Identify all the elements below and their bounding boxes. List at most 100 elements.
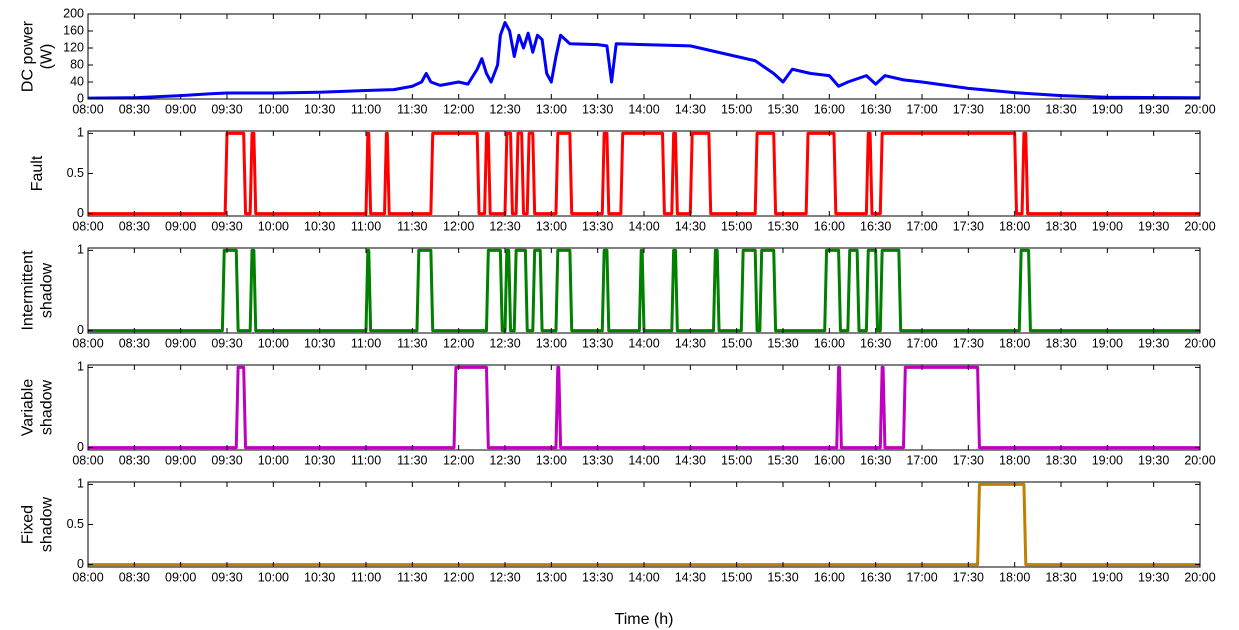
x-tick-label: 08:00 <box>72 219 103 233</box>
x-tick-label: 15:00 <box>721 570 752 584</box>
x-tick-label: 16:00 <box>814 570 845 584</box>
x-tick-label: 12:00 <box>443 570 474 584</box>
x-tick-label: 11:30 <box>397 219 427 233</box>
x-tick-label: 17:30 <box>953 453 984 467</box>
subplot: 08:00 08:30 09:00 09:30 10:00 10:30 11:00 11:30… <box>20 243 1216 351</box>
axes-box <box>87 13 1201 100</box>
x-tick-label: 08:30 <box>119 219 150 233</box>
subplot: 08:00 08:30 09:00 09:30 10:00 10:30 11:00 11:30… <box>20 6 1216 116</box>
x-tick-label: 16:30 <box>860 336 891 350</box>
x-tick-label: 16:00 <box>814 102 845 116</box>
x-tick-label: 11:00 <box>351 219 381 233</box>
x-tick-label: 14:00 <box>628 453 659 467</box>
x-tick-label: 13:30 <box>582 336 613 350</box>
y-tick-label: 0 <box>77 206 84 220</box>
plot-area <box>88 131 1200 216</box>
x-tick-label: 09:00 <box>165 102 196 116</box>
y-tick-label: 200 <box>63 6 84 20</box>
x-tick-label: 18:30 <box>1045 219 1076 233</box>
x-tick-label: 10:00 <box>258 102 289 116</box>
x-tick-label: 12:00 <box>443 453 474 467</box>
x-tick-label: 10:00 <box>258 570 289 584</box>
x-tick-label: 15:00 <box>721 453 752 467</box>
x-tick-label: 14:30 <box>675 453 706 467</box>
x-tick-label: 19:00 <box>1092 570 1123 584</box>
x-tick-label: 13:30 <box>582 102 613 116</box>
y-tick-label: 1 <box>77 243 84 257</box>
x-tick-label: 18:00 <box>999 570 1030 584</box>
x-tick-label: 10:30 <box>304 570 335 584</box>
x-tick-label: 14:30 <box>675 102 706 116</box>
x-tick-label: 09:00 <box>165 219 196 233</box>
x-tick-label: 11:00 <box>351 336 381 350</box>
x-tick-label: 15:00 <box>721 102 752 116</box>
x-tick-label: 14:30 <box>675 219 706 233</box>
x-tick-label: 18:00 <box>999 453 1030 467</box>
x-tick-label: 19:00 <box>1092 219 1123 233</box>
subplot: 08:00 08:30 09:00 09:30 10:00 10:30 11:00 11:30… <box>20 360 1216 468</box>
x-tick-label: 09:00 <box>165 570 196 584</box>
x-tick-label: 09:30 <box>211 219 242 233</box>
x-tick-label: 20:00 <box>1184 219 1215 233</box>
y-axis-label: shadow <box>39 379 56 435</box>
y-axis-label: shadow <box>39 262 56 318</box>
x-axis-label: Time (h) <box>615 611 674 628</box>
x-tick-label: 15:00 <box>721 336 752 350</box>
x-tick-label: 10:00 <box>258 219 289 233</box>
x-tick-label: 08:00 <box>72 570 103 584</box>
x-tick-label: 12:00 <box>443 102 474 116</box>
x-tick-label: 16:30 <box>860 102 891 116</box>
x-tick-label: 16:00 <box>814 453 845 467</box>
x-tick-label: 19:00 <box>1092 453 1123 467</box>
x-tick-label: 10:30 <box>304 336 335 350</box>
x-tick-label: 13:30 <box>582 219 613 233</box>
x-tick-label: 12:30 <box>489 453 520 467</box>
y-axis-label: shadow <box>39 496 56 552</box>
x-tick-label: 17:30 <box>953 336 984 350</box>
x-tick-label: 18:00 <box>999 102 1030 116</box>
plot-area <box>88 365 1200 450</box>
x-tick-label: 09:30 <box>211 336 242 350</box>
plot-area <box>88 482 1200 567</box>
x-tick-label: 17:00 <box>906 336 937 350</box>
x-tick-label: 16:00 <box>814 336 845 350</box>
x-tick-label: 19:00 <box>1092 102 1123 116</box>
y-tick-label: 0 <box>77 91 84 105</box>
x-tick-label: 10:00 <box>258 453 289 467</box>
x-tick-label: 10:30 <box>304 102 335 116</box>
x-tick-label: 15:30 <box>767 453 798 467</box>
x-tick-label: 08:30 <box>119 102 150 116</box>
y-tick-label: 0 <box>77 557 84 571</box>
data-line <box>88 131 1200 216</box>
axes-box <box>87 364 1201 451</box>
x-tick-label: 08:30 <box>119 570 150 584</box>
x-tick-label: 12:00 <box>443 219 474 233</box>
x-tick-label: 10:00 <box>258 336 289 350</box>
x-tick-label: 08:00 <box>72 453 103 467</box>
x-tick-label: 09:00 <box>165 336 196 350</box>
x-tick-label: 18:00 <box>999 336 1030 350</box>
x-tick-label: 19:30 <box>1138 336 1169 350</box>
x-tick-label: 11:00 <box>351 102 381 116</box>
x-tick-label: 14:30 <box>675 336 706 350</box>
x-tick-label: 09:30 <box>211 102 242 116</box>
x-tick-label: 12:30 <box>489 570 520 584</box>
x-tick-label: 19:30 <box>1138 570 1169 584</box>
y-tick-label: 0 <box>77 440 84 454</box>
y-tick-label: 0.5 <box>67 517 84 531</box>
x-tick-label: 15:30 <box>767 336 798 350</box>
x-tick-label: 16:00 <box>814 219 845 233</box>
y-tick-label: 1 <box>77 477 84 491</box>
y-axis-label: (W) <box>39 44 56 70</box>
x-tick-label: 11:00 <box>351 453 381 467</box>
x-tick-label: 18:30 <box>1045 453 1076 467</box>
x-tick-label: 09:30 <box>211 453 242 467</box>
x-tick-label: 12:00 <box>443 336 474 350</box>
x-tick-label: 18:30 <box>1045 570 1076 584</box>
y-tick-label: 40 <box>70 74 84 88</box>
x-tick-label: 14:00 <box>628 219 659 233</box>
x-tick-label: 14:00 <box>628 102 659 116</box>
x-tick-label: 16:30 <box>860 453 891 467</box>
x-tick-label: 20:00 <box>1184 570 1215 584</box>
data-line <box>88 482 1200 567</box>
